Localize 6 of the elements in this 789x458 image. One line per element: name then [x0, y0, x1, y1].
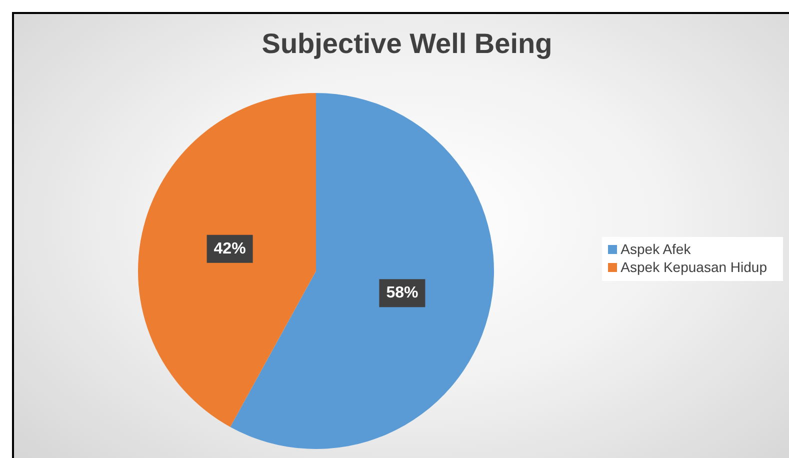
chart-title: Subjective Well Being — [260, 28, 554, 60]
pie-slice — [138, 93, 316, 427]
legend-label: Aspek Kepuasan Hidup — [620, 259, 767, 275]
legend-label: Aspek Afek — [620, 241, 691, 257]
data-label: 42% — [214, 240, 246, 258]
data-label: 58% — [386, 284, 418, 302]
